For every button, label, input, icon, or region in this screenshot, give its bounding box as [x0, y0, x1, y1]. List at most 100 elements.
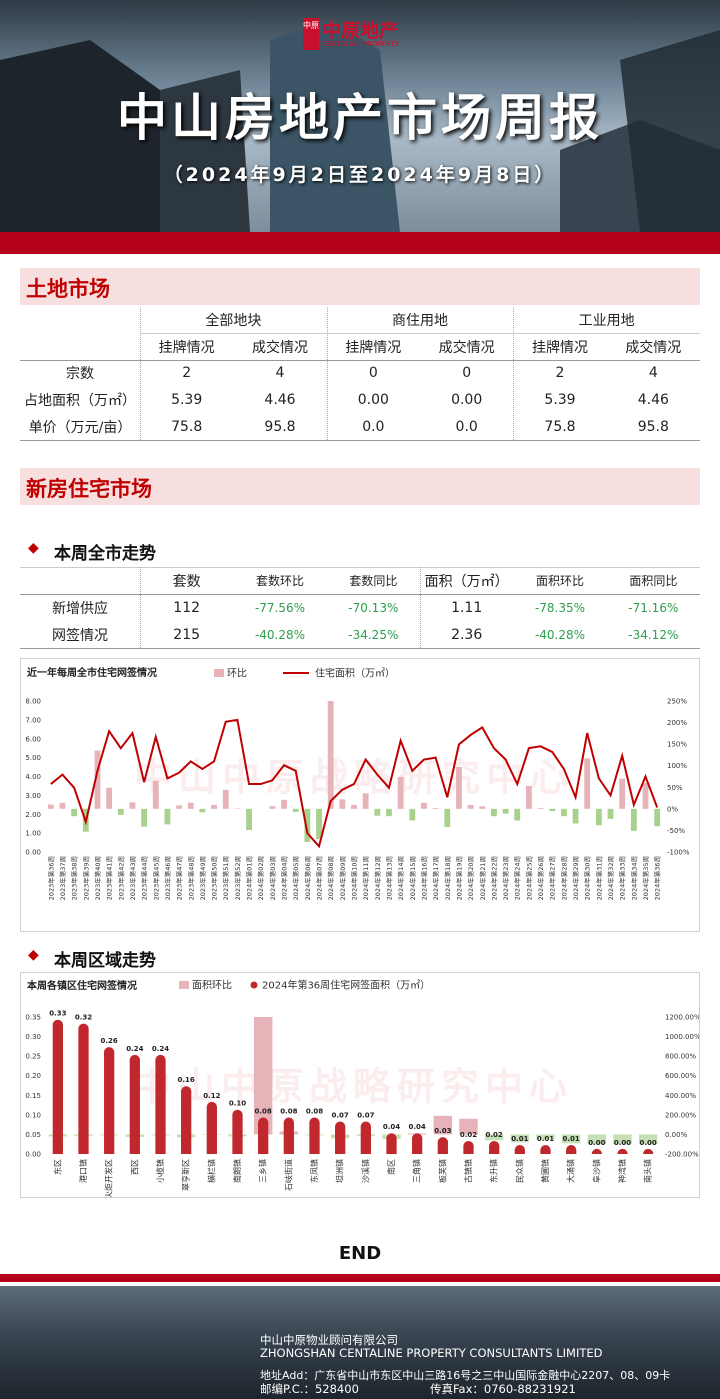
bar	[374, 808, 381, 816]
bar-cap	[206, 1101, 217, 1113]
bar	[351, 804, 357, 809]
bar	[269, 806, 276, 809]
sub-heading: 本周全市走势	[54, 544, 156, 564]
bar	[560, 808, 567, 817]
table-cell: 宗数	[66, 366, 94, 383]
bar-cap	[155, 1054, 166, 1066]
bar	[164, 808, 171, 825]
bar-cap	[489, 1141, 500, 1152]
red-bar	[0, 232, 720, 254]
bar	[335, 1126, 346, 1154]
table-cell: 挂牌情况	[345, 339, 402, 356]
bar	[360, 1126, 371, 1154]
x-tick-label: 三角镇	[412, 1159, 422, 1183]
rule	[20, 594, 700, 595]
legend-label: 住宅面积（万㎡）	[315, 667, 395, 680]
x-tick-label: 2024年第14周	[396, 856, 405, 900]
x-tick-label: 2024年第35周	[641, 856, 650, 900]
y-tick-label: 0.20	[25, 1072, 41, 1080]
bar	[587, 1134, 607, 1145]
section-band: 新房住宅市场	[20, 468, 700, 505]
x-tick-label: 东凤镇	[309, 1159, 319, 1183]
y-tick-label: 0.30	[25, 1033, 41, 1041]
x-tick-label: 古镇镇	[463, 1159, 473, 1183]
data-label: 0.07	[357, 1111, 374, 1119]
bar	[327, 701, 334, 809]
x-tick-label: 2023年第40周	[93, 856, 102, 900]
bar-cap	[181, 1086, 192, 1097]
bar	[467, 804, 474, 809]
chart-title: 本周各镇区住宅网签情况	[27, 979, 137, 992]
data-label: 0.01	[537, 1135, 554, 1143]
table-cell: 新增供应	[52, 600, 108, 617]
red-bar	[0, 1274, 720, 1282]
x-tick-label: 东升镇	[489, 1159, 499, 1183]
table-cell: 套数环比	[255, 574, 304, 588]
table-cell: 单价（万元/亩）	[28, 419, 132, 436]
table-cell: 75.8	[544, 418, 576, 435]
x-tick-label: 2024年第07周	[315, 856, 324, 900]
bar-cap	[540, 1144, 551, 1154]
table-cell: 5.39	[544, 392, 576, 409]
legend-label: 2024年第36周住宅网签面积（万㎡）	[262, 979, 430, 992]
bar-cap	[412, 1133, 423, 1144]
x-tick-label: 2024年第32周	[606, 856, 615, 900]
bar	[104, 1052, 115, 1154]
data-label: 0.12	[203, 1092, 220, 1100]
legend-label: 面积环比	[192, 980, 232, 992]
y2-tick-label: -200.00%	[665, 1151, 699, 1159]
data-label: 0.08	[255, 1108, 272, 1116]
bar	[491, 808, 497, 817]
x-tick-label: 2023年第36周	[46, 856, 55, 900]
legend-swatch	[214, 669, 224, 677]
table-cell: 2	[182, 365, 192, 382]
bar	[484, 1134, 504, 1141]
bar	[444, 808, 451, 827]
x-tick-label: 2024年第06周	[303, 856, 312, 900]
x-tick-label: 阜沙镇	[591, 1159, 601, 1183]
bar	[246, 808, 252, 830]
bar	[421, 802, 427, 809]
rule	[20, 648, 700, 649]
plot-area	[47, 701, 661, 849]
table-cell: 0.00	[451, 392, 483, 409]
legend-label: 环比	[227, 668, 247, 680]
data-label: 0.24	[126, 1045, 143, 1053]
x-tick-label: 2024年第29周	[571, 856, 580, 900]
x-tick-label: 2023年第47周	[175, 856, 184, 900]
x-tick-label: 火炬开发区	[104, 1159, 114, 1198]
data-label: 0.02	[460, 1131, 477, 1139]
x-tick-label: 2024年第23周	[501, 856, 510, 900]
bar	[258, 1122, 269, 1154]
bar	[283, 1122, 294, 1154]
y-tick-label: 6.00	[25, 735, 41, 743]
building	[620, 30, 720, 232]
weekly-chart: 中山中原战略研究中心 近一年每周全市住宅网签情况 0.00 1.00 2.00 3.00 4…	[20, 658, 700, 932]
x-tick-label: 2024年第30周	[583, 856, 592, 900]
bar	[129, 1060, 140, 1154]
diamond-icon: ◆	[28, 947, 39, 963]
x-tick-label: 2024年第34周	[629, 856, 638, 900]
bar	[386, 1138, 397, 1154]
x-tick-label: 港口镇	[78, 1159, 88, 1183]
y-tick-label: 0.00	[25, 849, 41, 857]
legend-swatch	[179, 981, 189, 989]
table-cell: 面积同比	[629, 574, 678, 588]
bar	[642, 782, 649, 809]
bar	[141, 808, 148, 827]
bar	[316, 808, 322, 840]
rule	[20, 440, 700, 441]
bar	[52, 1024, 63, 1154]
x-tick-label: 2023年第51周	[221, 856, 230, 900]
bar	[176, 805, 183, 809]
bar	[362, 793, 369, 809]
y2-tick-label: 400.00%	[665, 1092, 696, 1100]
y2-tick-label: 200.00%	[665, 1111, 696, 1119]
data-label: 0.07	[332, 1111, 349, 1119]
bar	[339, 799, 346, 809]
bar	[459, 1118, 478, 1135]
table-cell: 套数	[172, 573, 201, 590]
x-tick-label: 2023年第41周	[105, 856, 114, 900]
bar	[479, 806, 486, 809]
table-cell: 面积环比	[535, 574, 584, 588]
